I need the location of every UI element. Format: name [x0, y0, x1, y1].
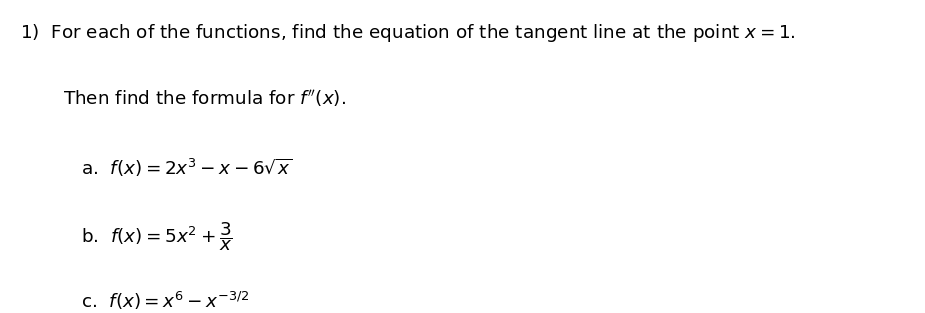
Text: Then find the formula for $f''(x)$.: Then find the formula for $f''(x)$.	[63, 88, 346, 109]
Text: 1)  For each of the functions, find the equation of the tangent line at the poin: 1) For each of the functions, find the e…	[20, 22, 796, 44]
Text: c.  $f(x) = x^6 - x^{-3/2}$: c. $f(x) = x^6 - x^{-3/2}$	[81, 290, 250, 312]
Text: a.  $f(x) = 2x^3 - x - 6\sqrt{x}$: a. $f(x) = 2x^3 - x - 6\sqrt{x}$	[81, 156, 293, 179]
Text: b.  $f(x) = 5x^2 + \dfrac{3}{x}$: b. $f(x) = 5x^2 + \dfrac{3}{x}$	[81, 221, 233, 254]
